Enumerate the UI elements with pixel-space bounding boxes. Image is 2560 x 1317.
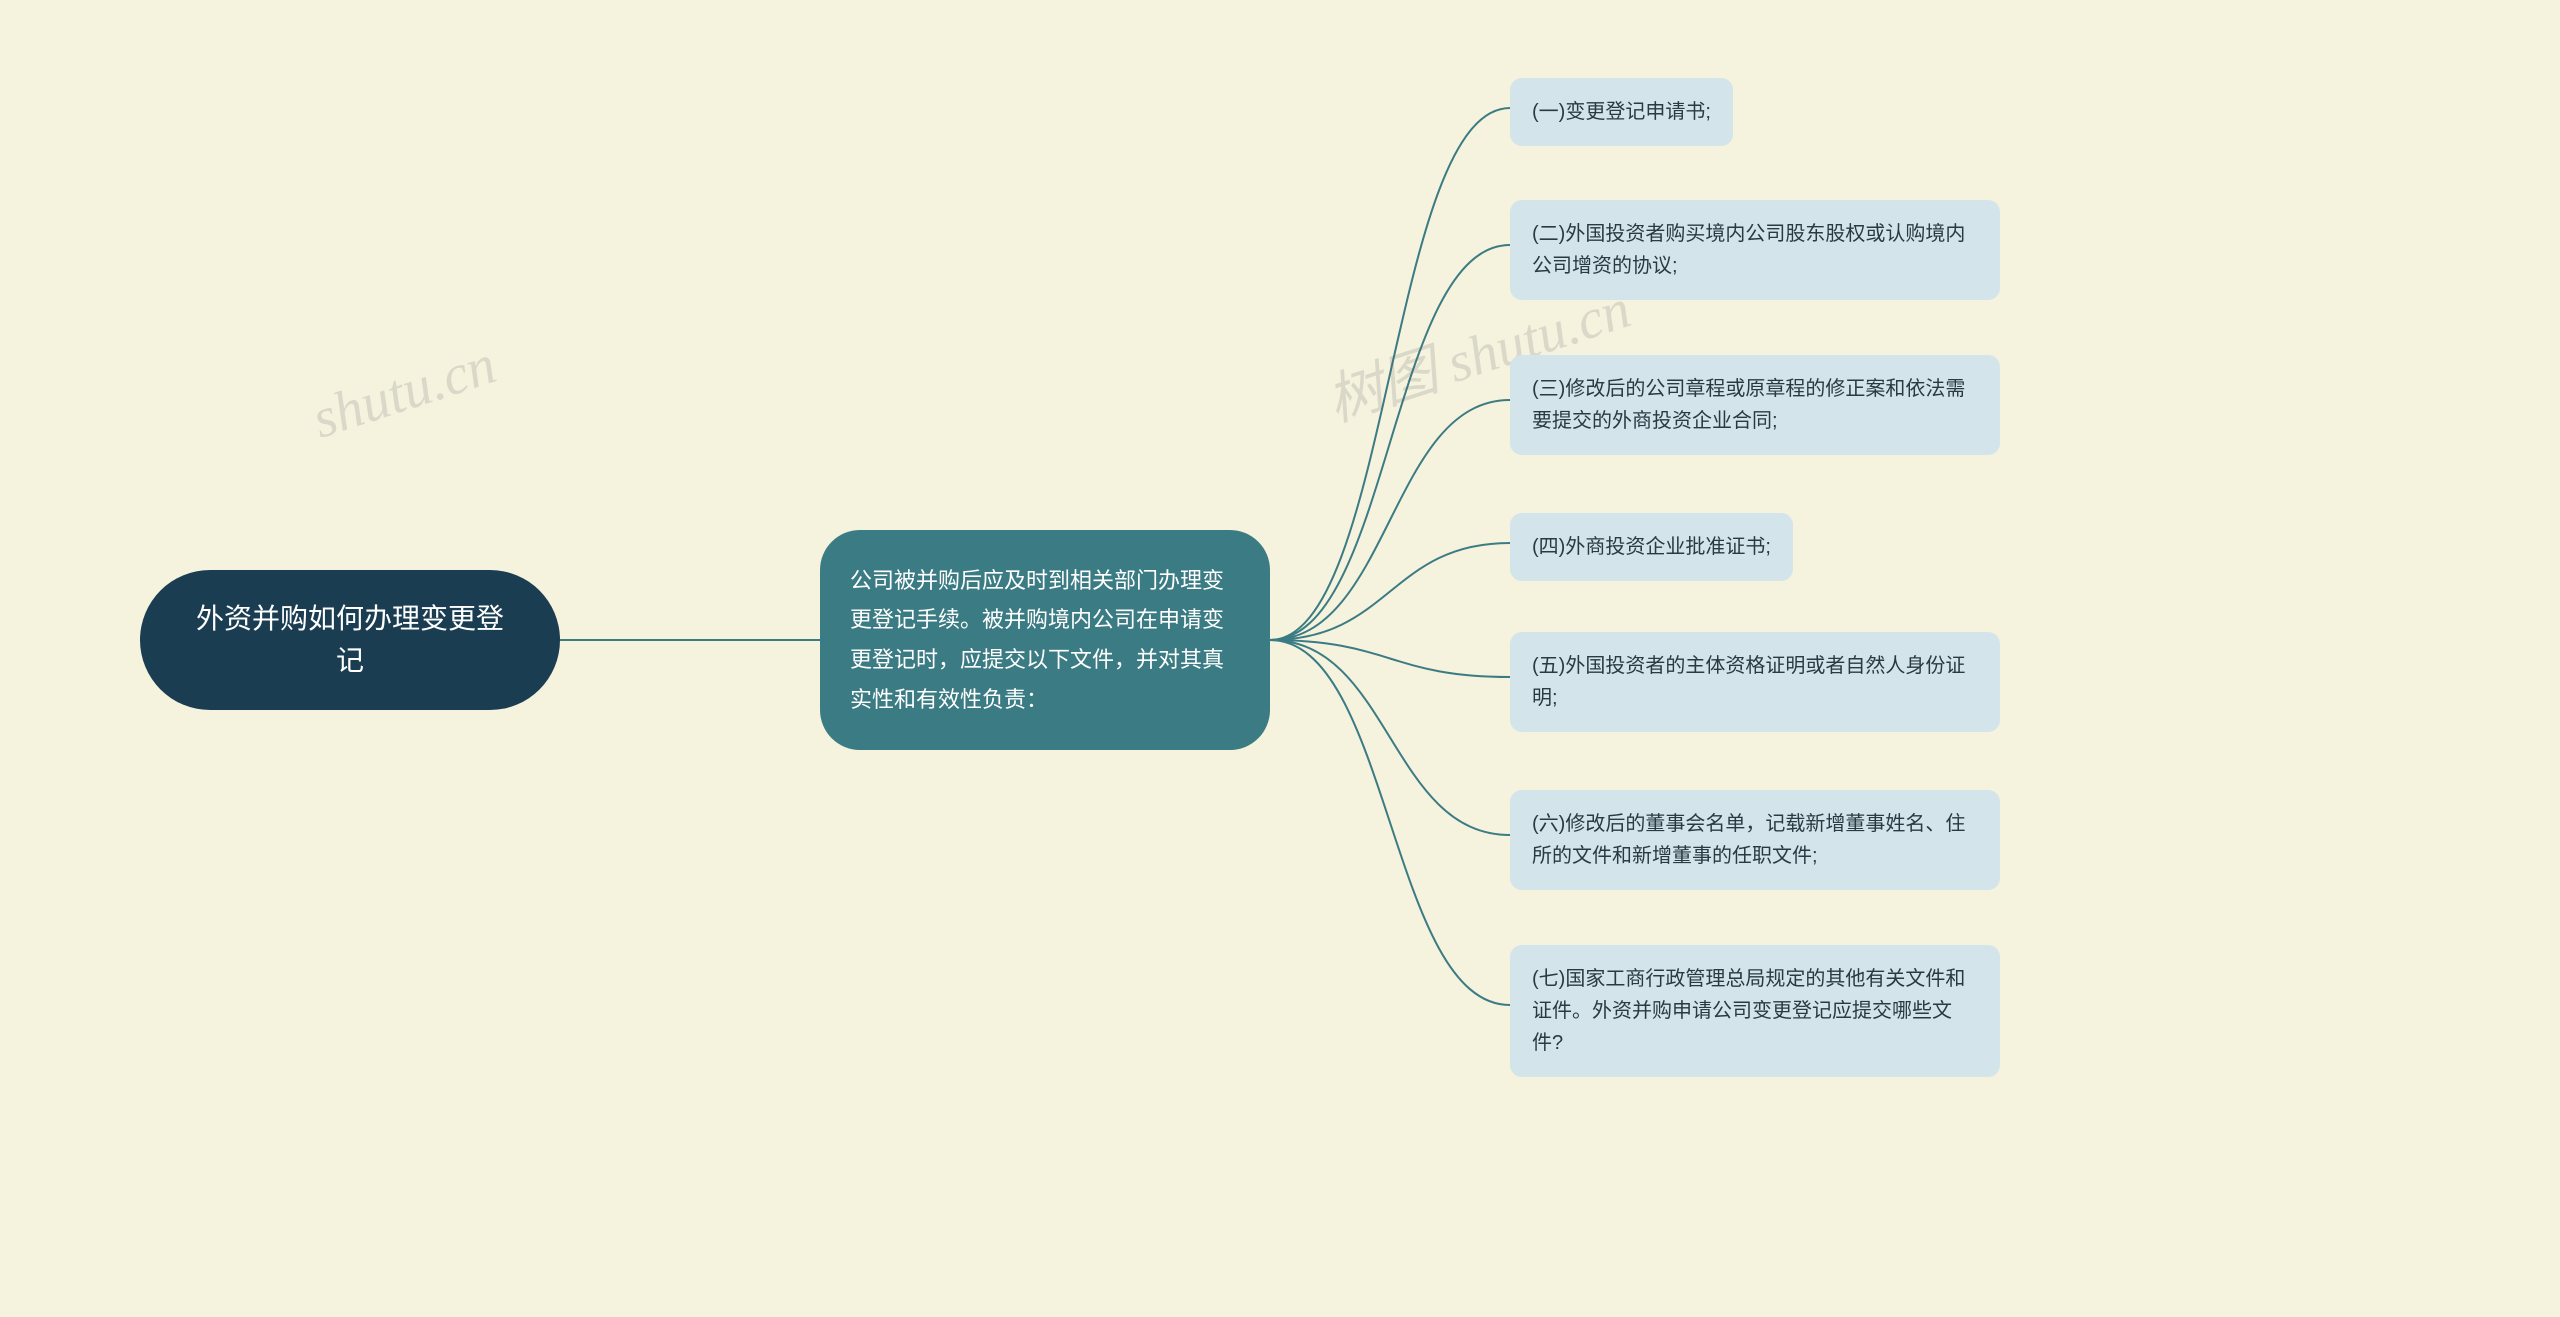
leaf-node-1[interactable]: (一)变更登记申请书; (1510, 78, 1733, 146)
leaf-node-4[interactable]: (四)外商投资企业批准证书; (1510, 513, 1793, 581)
leaf-node-label: (二)外国投资者购买境内公司股东股权或认购境内公司增资的协议; (1532, 223, 1965, 277)
root-node-label: 外资并购如何办理变更登记 (190, 598, 510, 682)
leaf-node-2[interactable]: (二)外国投资者购买境内公司股东股权或认购境内公司增资的协议; (1510, 200, 2000, 300)
watermark-1: shutu.cn (305, 332, 504, 451)
leaf-node-label: (一)变更登记申请书; (1532, 101, 1711, 123)
leaf-node-6[interactable]: (六)修改后的董事会名单，记载新增董事姓名、住所的文件和新增董事的任职文件; (1510, 790, 2000, 890)
leaf-node-label: (五)外国投资者的主体资格证明或者自然人身份证明; (1532, 655, 1965, 709)
leaf-node-label: (三)修改后的公司章程或原章程的修正案和依法需要提交的外商投资企业合同; (1532, 378, 1965, 432)
leaf-node-label: (六)修改后的董事会名单，记载新增董事姓名、住所的文件和新增董事的任职文件; (1532, 813, 1965, 867)
leaf-node-label: (四)外商投资企业批准证书; (1532, 536, 1771, 558)
branch-node[interactable]: 公司被并购后应及时到相关部门办理变更登记手续。被并购境内公司在申请变更登记时，应… (820, 530, 1270, 750)
mindmap-container: shutu.cn 树图 shutu.cn 外资并购如何办理变更登记 公司被并购后… (0, 0, 2560, 1317)
leaf-node-label: (七)国家工商行政管理总局规定的其他有关文件和证件。外资并购申请公司变更登记应提… (1532, 968, 1965, 1054)
leaf-node-3[interactable]: (三)修改后的公司章程或原章程的修正案和依法需要提交的外商投资企业合同; (1510, 355, 2000, 455)
leaf-node-5[interactable]: (五)外国投资者的主体资格证明或者自然人身份证明; (1510, 632, 2000, 732)
leaf-node-7[interactable]: (七)国家工商行政管理总局规定的其他有关文件和证件。外资并购申请公司变更登记应提… (1510, 945, 2000, 1077)
root-node[interactable]: 外资并购如何办理变更登记 (140, 570, 560, 710)
branch-node-label: 公司被并购后应及时到相关部门办理变更登记手续。被并购境内公司在申请变更登记时，应… (850, 561, 1240, 719)
